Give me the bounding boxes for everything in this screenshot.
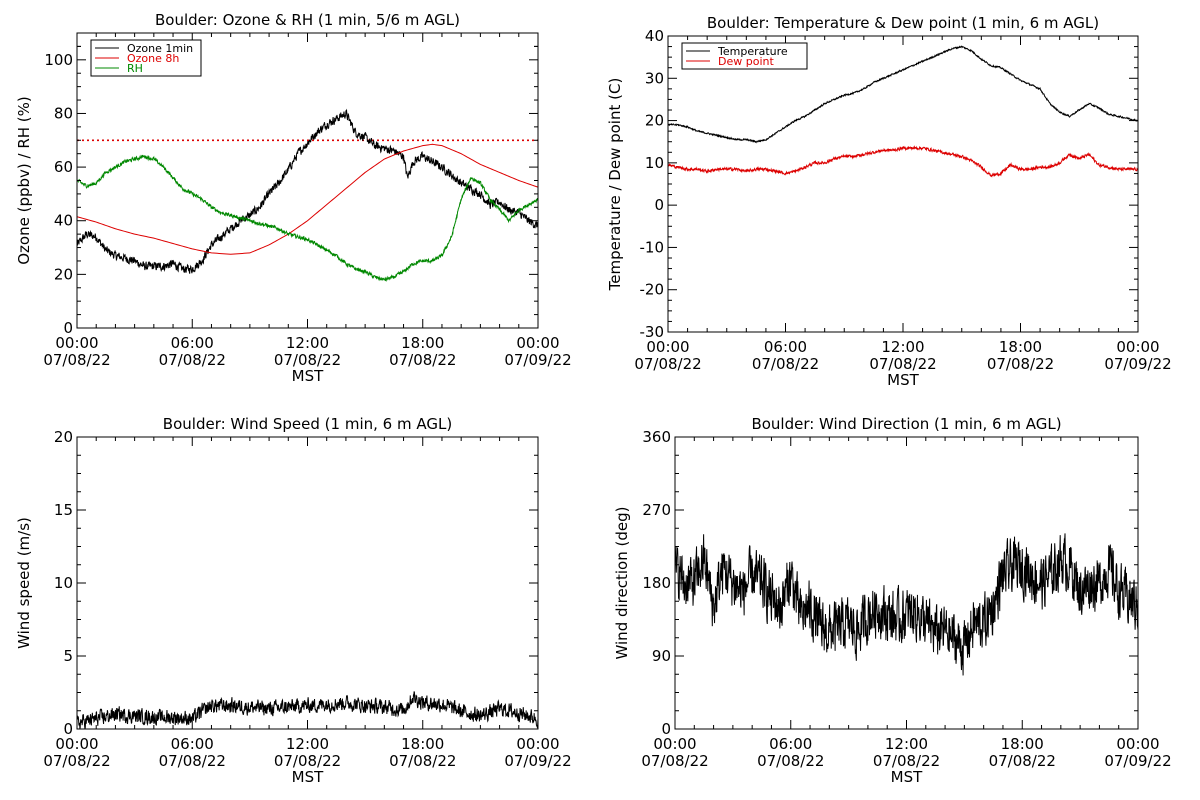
- series-line-series-0: [675, 533, 1138, 676]
- chart-wspd: Boulder: Wind Speed (1 min, 6 m AGL) 0 5 10…: [15, 415, 572, 786]
- x-tick-label: 18:00: [999, 338, 1042, 356]
- x-tick-label: 00:00: [516, 334, 559, 352]
- y-axis-label: Temperature / Dew point (C): [606, 78, 624, 292]
- x-tick-date-label: 07/09/22: [1104, 752, 1171, 770]
- y-axis-label: Wind speed (m/s): [15, 517, 33, 649]
- y-tick-label: 20: [54, 265, 73, 283]
- x-tick-label: 06:00: [769, 735, 812, 753]
- x-axis-label: MST: [891, 768, 923, 786]
- x-tick-label: 18:00: [401, 334, 444, 352]
- x-tick-label: 06:00: [171, 334, 214, 352]
- chart-title: Boulder: Wind Speed (1 min, 6 m AGL): [163, 415, 452, 433]
- x-tick-date-label: 07/09/22: [504, 752, 571, 770]
- x-tick-date-label: 07/08/22: [159, 351, 226, 369]
- x-tick-date-label: 07/08/22: [989, 752, 1056, 770]
- y-tick-label: 360: [642, 428, 671, 446]
- plot-frame: [76, 32, 539, 329]
- x-tick-date-label: 07/08/22: [752, 355, 819, 373]
- y-tick-label: 10: [645, 154, 664, 172]
- x-tick-label: 12:00: [881, 338, 924, 356]
- y-tick-label: 0: [63, 720, 73, 738]
- legend-entry: Dew point: [718, 55, 774, 68]
- x-tick-label: 18:00: [1001, 735, 1044, 753]
- y-axis-label: Wind direction (deg): [613, 507, 631, 660]
- x-tick-label: 00:00: [55, 334, 98, 352]
- x-tick-date-label: 07/08/22: [274, 752, 341, 770]
- series-line-dew-point: [668, 145, 1138, 178]
- plot-frame: [667, 35, 1139, 333]
- x-tick-date-label: 07/09/22: [1104, 355, 1171, 373]
- x-axis-label: MST: [292, 768, 324, 786]
- x-tick-date-label: 07/08/22: [43, 752, 110, 770]
- y-tick-label: 30: [645, 69, 664, 87]
- x-tick-label: 12:00: [885, 735, 928, 753]
- y-tick-label: 90: [652, 647, 671, 665]
- series-line-series-0: [77, 691, 538, 729]
- x-tick-label: 00:00: [653, 735, 696, 753]
- legend-entry: RH: [127, 62, 143, 75]
- series-line-ozone-8h: [77, 143, 538, 255]
- y-tick-label: 0: [63, 319, 73, 337]
- x-tick-label: 18:00: [401, 735, 444, 753]
- x-tick-date-label: 07/08/22: [641, 752, 708, 770]
- x-tick-date-label: 07/08/22: [873, 752, 940, 770]
- x-tick-label: 00:00: [646, 338, 689, 356]
- y-tick-label: 270: [642, 501, 671, 519]
- x-tick-label: 00:00: [1116, 338, 1159, 356]
- x-tick-label: 06:00: [171, 735, 214, 753]
- y-tick-label: 0: [661, 720, 671, 738]
- y-tick-label: 60: [54, 158, 73, 176]
- x-axis-label: MST: [292, 367, 324, 385]
- x-tick-date-label: 07/09/22: [504, 351, 571, 369]
- y-tick-label: 100: [44, 51, 73, 69]
- y-tick-label: 10: [54, 574, 73, 592]
- x-tick-label: 12:00: [286, 735, 329, 753]
- x-tick-label: 00:00: [1116, 735, 1159, 753]
- chart-title: Boulder: Wind Direction (1 min, 6 m AGL): [751, 415, 1061, 433]
- x-axis-label: MST: [887, 371, 919, 389]
- x-tick-label: 00:00: [516, 735, 559, 753]
- plot-frame: [76, 436, 539, 730]
- chart-ozone: Boulder: Ozone & RH (1 min, 5/6 m AGL) 0 2…: [15, 11, 572, 385]
- series-line-temperature: [668, 45, 1138, 144]
- x-tick-label: 12:00: [286, 334, 329, 352]
- x-tick-date-label: 07/08/22: [159, 752, 226, 770]
- y-tick-label: 40: [645, 27, 664, 45]
- y-tick-label: 15: [54, 501, 73, 519]
- y-tick-label: -20: [640, 281, 665, 299]
- y-tick-label: 20: [645, 112, 664, 130]
- chart-temp: Boulder: Temperature & Dew point (1 min,…: [606, 14, 1172, 389]
- y-tick-label: -30: [640, 323, 665, 341]
- x-tick-date-label: 07/08/22: [43, 351, 110, 369]
- x-tick-date-label: 07/08/22: [274, 351, 341, 369]
- chart-title: Boulder: Ozone & RH (1 min, 5/6 m AGL): [155, 11, 460, 29]
- legend-entry: Ozone 1min: [127, 42, 193, 55]
- y-tick-label: 0: [654, 196, 664, 214]
- legend-entry: Temperature: [717, 45, 788, 58]
- chart-title: Boulder: Temperature & Dew point (1 min,…: [707, 14, 1099, 32]
- x-tick-label: 00:00: [55, 735, 98, 753]
- x-tick-date-label: 07/08/22: [987, 355, 1054, 373]
- y-tick-label: 20: [54, 428, 73, 446]
- x-tick-date-label: 07/08/22: [869, 355, 936, 373]
- y-axis-label: Ozone (ppbv) / RH (%): [15, 96, 33, 265]
- series-line-rh: [77, 154, 538, 282]
- legend-entry: Ozone 8h: [127, 52, 179, 65]
- x-tick-date-label: 07/08/22: [389, 351, 456, 369]
- x-tick-date-label: 07/08/22: [389, 752, 456, 770]
- chart-wdir: Boulder: Wind Direction (1 min, 6 m AGL)…: [613, 415, 1172, 786]
- y-tick-label: 40: [54, 212, 73, 230]
- y-tick-label: 180: [642, 574, 671, 592]
- y-tick-label: 80: [54, 104, 73, 122]
- series-line-ozone-1min: [77, 108, 538, 274]
- x-tick-label: 06:00: [764, 338, 807, 356]
- y-tick-label: 5: [63, 647, 73, 665]
- legend-box: [681, 42, 808, 70]
- x-tick-date-label: 07/08/22: [757, 752, 824, 770]
- y-tick-label: -10: [640, 238, 665, 256]
- x-tick-date-label: 07/08/22: [634, 355, 701, 373]
